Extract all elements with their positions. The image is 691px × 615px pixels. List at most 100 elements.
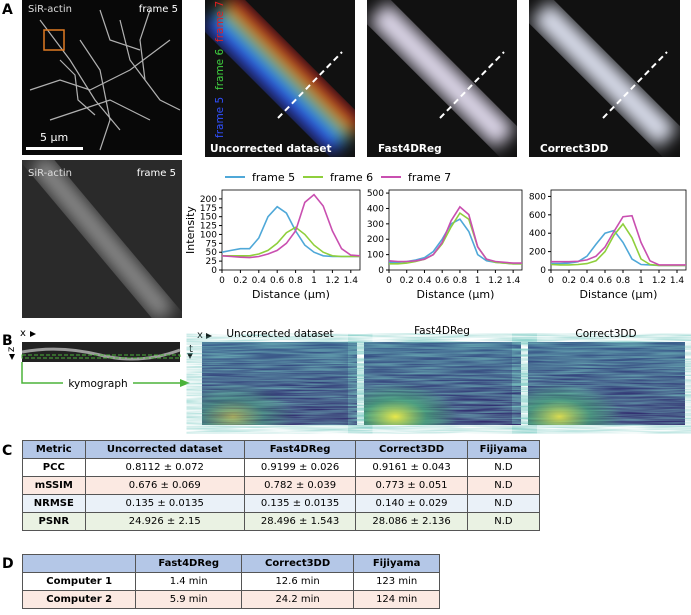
table-row: Computer 1 1.4 min 12.6 min 123 min (21, 572, 440, 591)
cell: 24.2 min (240, 590, 355, 609)
legend-label: frame 5 (252, 171, 295, 184)
x-tick-label: 1.2 (652, 276, 666, 286)
cell: 124 min (353, 590, 440, 609)
axis-label: x (197, 330, 203, 341)
cell: N.D (466, 512, 541, 531)
table-row: mSSIM 0.676 ± 0.069 0.782 ± 0.039 0.773 ± 0… (22, 476, 541, 495)
overview-image: SiR-actin frame 5 5 µm (22, 0, 182, 155)
crop-title: Correct3DD (540, 143, 609, 155)
y-tick-label: 150 (200, 213, 217, 223)
y-tick-label: 175 (200, 204, 217, 214)
x-tick-label: 1.4 (670, 276, 685, 286)
x-tick-label: 1 (475, 276, 481, 286)
panel-label: A (2, 2, 13, 18)
kymograph-label: kymograph (68, 378, 127, 390)
x-tick-label: 0.6 (598, 276, 613, 286)
y-tick-label: 50 (206, 248, 218, 258)
y-tick-label: 100 (200, 230, 217, 240)
cell: 28.496 ± 1.543 (243, 512, 357, 531)
metrics-table: Metric Uncorrected dataset Fast4DReg Correc… (22, 440, 541, 531)
y-tick-label: 0 (540, 266, 546, 276)
row-label: NRMSE (22, 494, 86, 513)
cell: 0.8112 ± 0.072 (84, 458, 245, 477)
cell: 28.086 ± 2.136 (355, 512, 468, 531)
x-axis-label: Distance (µm) (417, 288, 495, 301)
line-series (389, 218, 522, 265)
crop-image: Fast4DReg (367, 0, 517, 157)
x-tick-label: 0.8 (288, 276, 303, 286)
x-tick-label: 1 (638, 276, 644, 286)
plot-frame (221, 189, 361, 271)
line-series (222, 226, 360, 258)
crop-image: Uncorrected dataset (205, 0, 355, 157)
image-label: frame 5 (137, 168, 176, 179)
table-row: Computer 2 5.9 min 24.2 min 124 min (21, 590, 440, 609)
image-label: SiR-actin (28, 4, 72, 15)
zoom-image: SiR-actin frame 5 (22, 160, 182, 318)
table-row: PSNR 24.926 ± 2.15 28.496 ± 1.543 28.086 ± … (22, 512, 541, 531)
panel-label: D (2, 556, 14, 572)
header-cell: Metric (22, 440, 86, 459)
kymograph-image (202, 342, 357, 425)
y-tick-label: 400 (529, 229, 546, 239)
cell: N.D (466, 476, 541, 495)
x-tick-label: 1.2 (488, 276, 502, 286)
y-tick-label: 0 (211, 266, 217, 276)
x-tick-label: 0.8 (453, 276, 468, 286)
plot-frame (388, 189, 523, 271)
kymograph-title: Fast4DReg (414, 325, 470, 337)
header-cell: Correct3DD (240, 554, 355, 573)
crop-title: Fast4DReg (378, 143, 442, 155)
cell: 0.676 ± 0.069 (84, 476, 245, 495)
header-row: Fast4DReg Correct3DD Fijiyama (21, 554, 440, 573)
axis-label: z (6, 347, 17, 352)
x-tick-label: 1.4 (506, 276, 521, 286)
line-series (221, 193, 361, 259)
line-series (550, 222, 686, 267)
y-tick-label: 200 (367, 235, 384, 245)
header-cell (21, 554, 137, 573)
y-axis-label: Intensity (184, 206, 197, 254)
x-tick-label: 0.2 (233, 276, 247, 286)
cell: 12.6 min (240, 572, 355, 591)
x-tick-label: 0.4 (417, 276, 432, 286)
header-cell: Fijiyama (466, 440, 541, 459)
y-tick-label: 500 (367, 189, 384, 199)
cell: 0.782 ± 0.039 (243, 476, 357, 495)
y-tick-label: 25 (206, 257, 217, 267)
cell: 0.9161 ± 0.043 (355, 458, 468, 477)
panel-label: C (2, 443, 12, 459)
x-tick-label: 0.4 (252, 276, 267, 286)
cell: 0.135 ± 0.0135 (243, 494, 357, 513)
x-tick-label: 0 (219, 276, 225, 286)
row-label: PSNR (22, 512, 86, 531)
kymograph-title: Uncorrected dataset (226, 328, 333, 340)
header-cell: Fast4DReg (135, 554, 242, 573)
x-tick-label: 0.6 (270, 276, 285, 286)
y-tick-label: 0 (378, 266, 384, 276)
charts: frame 5 frame 6 frame 70255075100125150175… (184, 171, 687, 301)
frame-label: frame 7 (214, 1, 226, 42)
runtime-table: Fast4DReg Correct3DD Fijiyama Computer 1 1.4… (21, 554, 440, 609)
x-tick-label: 0 (386, 276, 392, 286)
x-tick-label: 0.2 (562, 276, 576, 286)
x-tick-label: 1.2 (325, 276, 339, 286)
cell: 0.140 ± 0.029 (355, 494, 468, 513)
y-tick-label: 100 (367, 251, 384, 261)
line-series (221, 205, 360, 258)
line-series (388, 205, 522, 264)
header-cell: Uncorrected dataset (84, 440, 245, 459)
cell: 1.4 min (135, 572, 242, 591)
axis-label: x (20, 328, 26, 339)
kymograph-title: Correct3DD (575, 328, 636, 340)
x-tick-label: 0.8 (616, 276, 631, 286)
x-tick-label: 0.2 (400, 276, 414, 286)
y-tick-label: 125 (200, 222, 217, 232)
cell: N.D (466, 458, 541, 477)
x-tick-label: 1.4 (344, 276, 359, 286)
axis-label: t (189, 344, 193, 355)
y-tick-label: 200 (200, 195, 217, 205)
x-tick-label: 0.6 (435, 276, 450, 286)
line-series (551, 214, 686, 266)
